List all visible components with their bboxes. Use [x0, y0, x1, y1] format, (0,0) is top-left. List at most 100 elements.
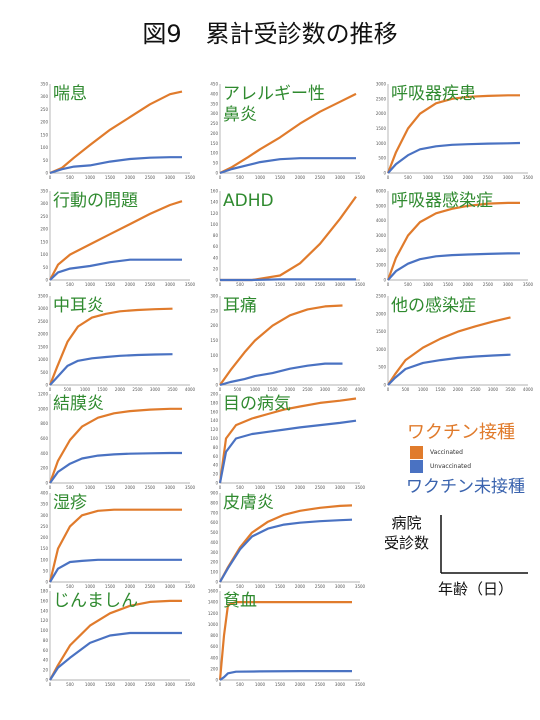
x-tick-label: 1500 [275, 682, 286, 687]
x-tick-label: 1000 [255, 485, 266, 490]
y-tick-label: 3500 [38, 294, 49, 299]
x-tick-label: 1000 [255, 584, 266, 589]
series-unvaccinated-line [219, 157, 356, 175]
x-tick-label: 3000 [165, 282, 176, 287]
x-tick-label: 1000 [423, 175, 434, 180]
chart-svg-4: 0 20 40 60 80 100 120 140 160 0 500 1000 1500 2000 250… [210, 189, 366, 288]
y-tick-label: 180 [40, 589, 48, 594]
x-tick-label: 3500 [185, 485, 196, 490]
y-tick-label: 1200 [38, 392, 49, 397]
x-tick-label: 1500 [97, 387, 108, 392]
chart-title: 湿疹 [53, 493, 87, 513]
y-tick-label: 1000 [376, 347, 387, 352]
x-tick-label: 2500 [315, 485, 326, 490]
x-tick-label: 4000 [355, 387, 366, 392]
y-tick-label: 200 [210, 666, 218, 671]
y-tick-label: 600 [40, 436, 48, 441]
series-unvaccinated-line [49, 156, 182, 175]
chart-panel-1: 0 50 100 150 200 250 300 350 400 450 0 500 1000 1500 2… [210, 78, 370, 185]
y-tick-label: 400 [40, 491, 48, 496]
y-tick-label: 1000 [376, 141, 387, 146]
y-tick-label: 200 [40, 227, 48, 232]
y-tick-label: 1200 [208, 611, 219, 616]
x-tick-label: 0 [49, 584, 52, 589]
x-tick-label: 500 [64, 387, 72, 392]
x-tick-label: 1500 [275, 282, 286, 287]
x-tick-label: 3500 [337, 387, 348, 392]
x-tick-label: 3000 [335, 282, 346, 287]
x-tick-label: 1000 [418, 387, 429, 392]
chart-title: 貧血 [223, 591, 257, 611]
x-tick-label: 1500 [105, 584, 116, 589]
series-vaccinated-line [48, 407, 182, 484]
series-vaccinated-line [218, 397, 357, 484]
y-tick-label: 500 [40, 370, 48, 375]
x-tick-label: 1000 [250, 387, 261, 392]
series-unvaccinated-line [218, 419, 357, 484]
x-tick-label: 2000 [125, 175, 136, 180]
y-tick-label: 2000 [38, 332, 49, 337]
x-tick-label: 1500 [443, 175, 454, 180]
y-tick-label: 300 [40, 513, 48, 518]
x-tick-label: 3000 [150, 387, 161, 392]
schematic-x-axis-label: 年齢（日） [438, 580, 514, 598]
x-tick-label: 1000 [85, 584, 96, 589]
y-tick-label: 5000 [376, 203, 387, 208]
chart-title: 行動の問題 [53, 191, 138, 211]
x-tick-label: 3500 [185, 682, 196, 687]
x-tick-label: 1000 [255, 282, 266, 287]
x-tick-label: 500 [404, 282, 412, 287]
x-tick-label: 2000 [125, 584, 136, 589]
y-tick-label: 450 [210, 82, 218, 87]
y-tick-label: 100 [40, 252, 48, 257]
x-tick-label: 3000 [335, 175, 346, 180]
chart-panel-0: 0 50 100 150 200 250 300 350 0 500 1000 1500 2000 250… [40, 78, 200, 185]
x-tick-label: 1500 [275, 584, 286, 589]
y-tick-label: 0 [215, 278, 218, 283]
legend-vaccinated-key: Vaccinated [430, 449, 463, 456]
y-tick-label: 160 [210, 189, 218, 194]
x-tick-label: 500 [402, 387, 410, 392]
y-tick-label: 150 [40, 132, 48, 137]
chart-svg-14: 0 200 400 600 800 1000 1200 1400 1600 0 500 1000 150… [208, 589, 366, 688]
x-tick-label: 3000 [320, 387, 331, 392]
y-tick-label: 80 [43, 638, 49, 643]
series-unvaccinated-line [49, 258, 182, 281]
x-tick-label: 1500 [275, 485, 286, 490]
x-tick-label: 2000 [463, 282, 474, 287]
schematic-axes [440, 515, 528, 574]
y-tick-label: 140 [40, 608, 48, 613]
y-tick-label: 500 [378, 365, 386, 370]
y-tick-label: 500 [210, 530, 218, 535]
chart-svg-13: 0 20 40 60 80 100 120 140 160 180 0 500 1000 1500 2000… [40, 589, 196, 688]
y-tick-label: 6000 [376, 189, 387, 194]
x-tick-label: 1000 [423, 282, 434, 287]
x-tick-label: 3000 [503, 175, 514, 180]
x-tick-label: 2500 [145, 485, 156, 490]
x-tick-label: 2500 [145, 282, 156, 287]
x-tick-label: 500 [236, 282, 244, 287]
chart-panel-9: 0 200 400 600 800 1000 1200 0 500 1000 1500 2000 250… [38, 388, 200, 495]
y-tick-label: 40 [213, 463, 219, 468]
x-tick-label: 3500 [355, 282, 366, 287]
x-tick-label: 1500 [435, 387, 446, 392]
series-vaccinated-line [48, 508, 182, 583]
y-tick-label: 350 [40, 82, 48, 87]
y-tick-label: 350 [40, 502, 48, 507]
x-tick-label: 0 [387, 175, 390, 180]
y-tick-label: 300 [210, 294, 218, 299]
y-tick-label: 2000 [376, 111, 387, 116]
y-tick-label: 400 [210, 540, 218, 545]
x-tick-label: 500 [66, 282, 74, 287]
x-tick-label: 2500 [132, 387, 143, 392]
chart-svg-5: 0 1000 2000 3000 4000 5000 6000 0 500 1000 1500 200… [376, 189, 534, 288]
y-tick-label: 2500 [376, 96, 387, 101]
y-tick-label: 900 [210, 491, 218, 496]
y-tick-label: 500 [378, 156, 386, 161]
y-tick-label: 300 [40, 94, 48, 99]
x-tick-label: 0 [219, 175, 222, 180]
y-tick-label: 0 [45, 481, 48, 486]
y-tick-label: 160 [40, 598, 48, 603]
y-tick-label: 100 [40, 628, 48, 633]
